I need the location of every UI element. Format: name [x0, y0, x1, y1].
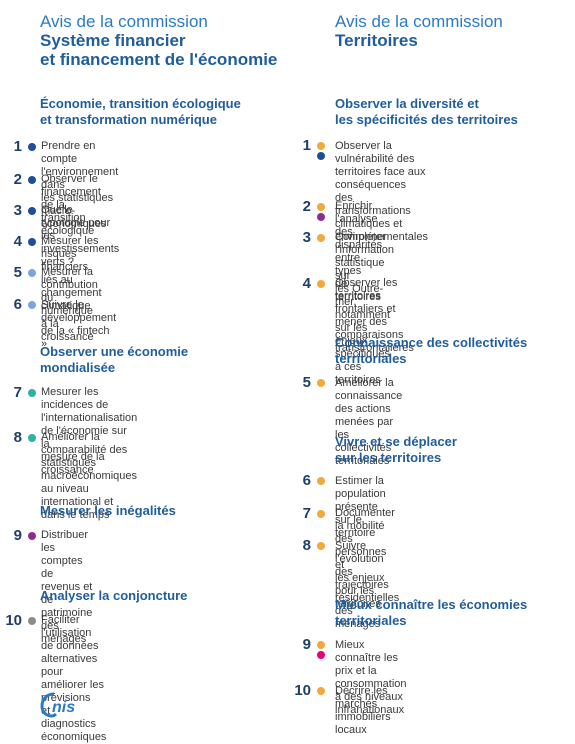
item-number: 3	[302, 229, 311, 246]
item-number: 1	[302, 137, 311, 154]
item-number: 4	[302, 275, 311, 292]
item-text: Estimer la population présente sur le te…	[335, 475, 386, 539]
item-text: Enrichir l'analyse des disparités entre …	[335, 200, 383, 303]
bullet-dot-icon	[28, 434, 36, 442]
item-number: 7	[302, 505, 311, 522]
item-text: Documenter la mobilité des personnes et …	[335, 507, 395, 610]
section-title-line: Mesurer les inégalités	[40, 503, 176, 518]
left-commission-title-line2: et financement de l'économie	[40, 50, 278, 69]
bullet-dot-icon	[28, 176, 36, 184]
item-number: 10	[5, 612, 22, 629]
bullet-dot-icon	[317, 651, 325, 659]
right-avis-label: Avis de la commission	[335, 12, 503, 31]
bullet-dot-icon	[28, 389, 36, 397]
item-text: Mesurer la contribution du numérique à l…	[41, 266, 98, 343]
item-text: Mieux connaître les prix et la consommat…	[335, 639, 407, 716]
section-title: Économie, transition écologique et trans…	[40, 96, 241, 128]
section-title: Observer la diversité et les spécificité…	[335, 96, 518, 128]
cnis-logo-icon: nis	[40, 692, 75, 718]
section-title: Connaissance des collectivités territori…	[335, 335, 527, 367]
item-number: 6	[13, 296, 22, 313]
section-title-line: sur les territoires	[335, 450, 442, 465]
bullet-dot-icon	[28, 143, 36, 151]
item-number: 2	[13, 171, 22, 188]
item-text: Décrire les marchés immobiliers locaux	[335, 685, 391, 736]
bullet-dot-icon	[317, 379, 325, 387]
item-number: 9	[302, 636, 311, 653]
bullet-dot-icon	[317, 687, 325, 695]
item-number: 7	[13, 384, 22, 401]
bullet-dot-icon	[317, 510, 325, 518]
section-title-line: Connaissance des collectivités	[335, 335, 528, 350]
bullet-dot-icon	[317, 203, 325, 211]
item-text: Quelle typologie pour les investissement…	[41, 204, 120, 268]
section-title: Mesurer les inégalités	[40, 503, 176, 519]
bullet-dot-icon	[317, 641, 325, 649]
section-title-line: et transformation numérique	[40, 112, 217, 127]
item-text: Observer la vulnérabilité des territoire…	[335, 140, 428, 243]
cnis-logo: nis	[40, 690, 100, 720]
section-title: Vivre et se déplacer sur les territoires	[335, 434, 457, 466]
item-number: 5	[13, 264, 22, 281]
bullet-dot-icon	[317, 213, 325, 221]
section-title: Observer une économie mondialisée	[40, 344, 188, 376]
section-title-line: Analyser la conjoncture	[40, 588, 188, 603]
right-commission-title: Territoires	[335, 31, 418, 50]
bullet-dot-icon	[28, 617, 36, 625]
bullet-dot-icon	[28, 301, 36, 309]
section-title-line: territoriales	[335, 613, 407, 628]
item-number: 6	[302, 472, 311, 489]
bullet-dot-icon	[317, 542, 325, 550]
section-title-line: Observer la diversité et	[335, 96, 479, 111]
item-number: 8	[302, 537, 311, 554]
item-text: Améliorer la comparabilité des statistiq…	[41, 431, 137, 521]
item-number: 8	[13, 429, 22, 446]
item-number: 2	[302, 198, 311, 215]
item-text: Faciliter l'utilisation de données alter…	[41, 614, 107, 743]
section-title-line: Observer une économie	[40, 344, 189, 359]
item-number: 3	[13, 202, 22, 219]
item-number: 5	[302, 374, 311, 391]
section-title-line: Mieux connaître les économies	[335, 597, 528, 612]
item-number: 9	[13, 527, 22, 544]
bullet-dot-icon	[28, 532, 36, 540]
section-title: Analyser la conjoncture	[40, 588, 187, 604]
item-text: Mesurer les incidences de l'internationa…	[41, 386, 138, 476]
item-text: Compléter l'information statistique sur …	[335, 231, 394, 386]
section-title-line: les spécificités des territoires	[335, 112, 518, 127]
item-text: Suivre l'évolution des trajectoires rési…	[335, 540, 400, 630]
svg-text:nis: nis	[52, 699, 75, 716]
item-text: Suivre le développement de la « fintech …	[41, 299, 117, 350]
section-title-line: territoriales	[335, 351, 407, 366]
item-text: Distribuer les comptes de revenus et de …	[41, 529, 93, 645]
bullet-dot-icon	[28, 238, 36, 246]
section-title: Mieux connaître les économies territoria…	[335, 597, 527, 629]
bullet-dot-icon	[317, 142, 325, 150]
section-title-line: Vivre et se déplacer	[335, 434, 457, 449]
section-title-line: Économie, transition écologique	[40, 96, 241, 111]
item-number: 10	[294, 682, 311, 699]
bullet-dot-icon	[317, 152, 325, 160]
bullet-dot-icon	[317, 280, 325, 288]
left-avis-label: Avis de la commission	[40, 12, 208, 31]
bullet-dot-icon	[317, 234, 325, 242]
item-text: Observer le financement de la transition…	[41, 173, 101, 237]
item-text: Observer les territoires frontaliers et …	[335, 277, 414, 354]
bullet-dot-icon	[28, 269, 36, 277]
item-number: 1	[13, 138, 22, 155]
section-title-line: mondialisée	[40, 360, 116, 375]
item-text: Prendre en compte l'environnement dans l…	[41, 140, 119, 230]
item-text: Mesurer les risques financiers liés au c…	[41, 235, 102, 312]
item-text: Améliorer la connaissance des actions me…	[335, 377, 403, 467]
bullet-dot-icon	[28, 207, 36, 215]
item-number: 4	[13, 233, 22, 250]
bullet-dot-icon	[317, 477, 325, 485]
left-commission-title-line1: Système financier	[40, 31, 186, 50]
